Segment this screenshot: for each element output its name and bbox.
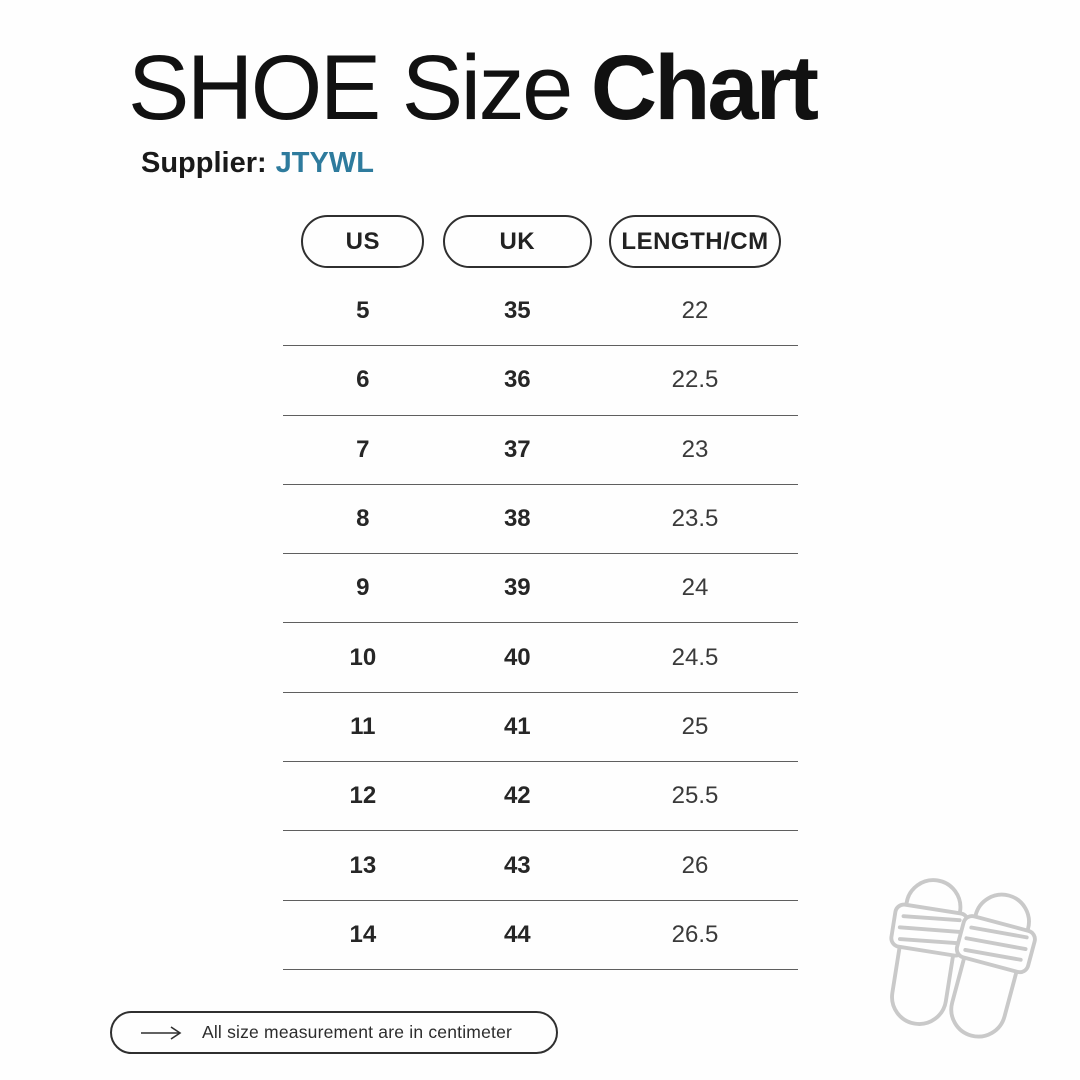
supplier-label: Supplier: bbox=[141, 147, 267, 179]
us-value: 14 bbox=[349, 920, 377, 948]
us-value: 8 bbox=[356, 505, 370, 533]
slipper-left bbox=[889, 878, 970, 1026]
us-value: 13 bbox=[349, 851, 377, 879]
table-row: 10 40 24.5 bbox=[283, 623, 798, 693]
page-title: SHOE Size Chart bbox=[128, 36, 819, 141]
measurement-note-text: All size measurement are in centimeter bbox=[201, 1022, 513, 1042]
length-cm-value: 26.5 bbox=[671, 920, 719, 948]
table-row: 12 42 25.5 bbox=[283, 762, 798, 832]
supplier-value: JTYWL bbox=[275, 147, 374, 179]
table-row: 14 44 26.5 bbox=[283, 901, 798, 970]
length-cm-value: 26 bbox=[681, 851, 709, 879]
uk-value: 44 bbox=[503, 920, 531, 948]
length-cm-value: 22.5 bbox=[671, 366, 719, 394]
table-row: 5 35 22 bbox=[283, 277, 798, 347]
uk-value: 43 bbox=[503, 851, 531, 879]
us-value: 5 bbox=[356, 297, 370, 325]
length-cm-value: 22 bbox=[681, 297, 709, 325]
us-value: 7 bbox=[356, 435, 370, 463]
us-value: 6 bbox=[356, 366, 370, 394]
length-cm-value: 24 bbox=[681, 574, 709, 602]
column-header-length-cm: LENGTH/CM bbox=[609, 215, 781, 268]
header-cell-us: US bbox=[283, 215, 443, 268]
uk-value: 40 bbox=[503, 643, 531, 671]
length-cm-value: 25 bbox=[681, 712, 709, 740]
us-value: 12 bbox=[349, 782, 377, 810]
uk-value: 38 bbox=[503, 505, 531, 533]
title-regular: SHOE Size bbox=[128, 37, 573, 139]
us-value: 11 bbox=[350, 712, 376, 740]
us-value: 10 bbox=[349, 643, 377, 671]
header-cell-uk: UK bbox=[442, 215, 592, 268]
header-cell-length: LENGTH/CM bbox=[592, 215, 798, 268]
table-row: 13 43 26 bbox=[283, 831, 798, 901]
column-header-uk: UK bbox=[442, 215, 592, 268]
length-cm-value: 25.5 bbox=[671, 782, 719, 810]
us-value: 9 bbox=[356, 574, 370, 602]
uk-value: 39 bbox=[503, 574, 531, 602]
uk-value: 35 bbox=[503, 297, 531, 325]
slippers-icon bbox=[889, 878, 1037, 1039]
length-cm-value: 23 bbox=[681, 435, 709, 463]
supplier-line: Supplier: JTYWL bbox=[141, 147, 374, 180]
measurement-note-pill: All size measurement are in centimeter bbox=[110, 1011, 558, 1054]
column-header-us: US bbox=[301, 215, 425, 268]
size-table: US UK LENGTH/CM 5 35 22 6 36 22.5 7 bbox=[283, 215, 798, 970]
title-bold: Chart bbox=[590, 37, 819, 139]
length-cm-value: 23.5 bbox=[671, 505, 719, 533]
table-row: 11 41 25 bbox=[283, 693, 798, 763]
table-row: 8 38 23.5 bbox=[283, 485, 798, 555]
table-row: 7 37 23 bbox=[283, 416, 798, 485]
size-table-body: 5 35 22 6 36 22.5 7 37 23 8 38 23.5 bbox=[283, 277, 798, 970]
uk-value: 41 bbox=[503, 712, 531, 740]
table-row: 9 39 24 bbox=[283, 554, 798, 624]
uk-value: 42 bbox=[503, 782, 531, 810]
uk-value: 36 bbox=[503, 366, 531, 394]
length-cm-value: 24.5 bbox=[671, 643, 719, 671]
uk-value: 37 bbox=[503, 435, 531, 463]
table-row: 6 36 22.5 bbox=[283, 346, 798, 416]
slipper-right bbox=[949, 892, 1037, 1039]
table-header-row: US UK LENGTH/CM bbox=[283, 215, 798, 268]
right-arrow-icon bbox=[140, 1025, 184, 1041]
